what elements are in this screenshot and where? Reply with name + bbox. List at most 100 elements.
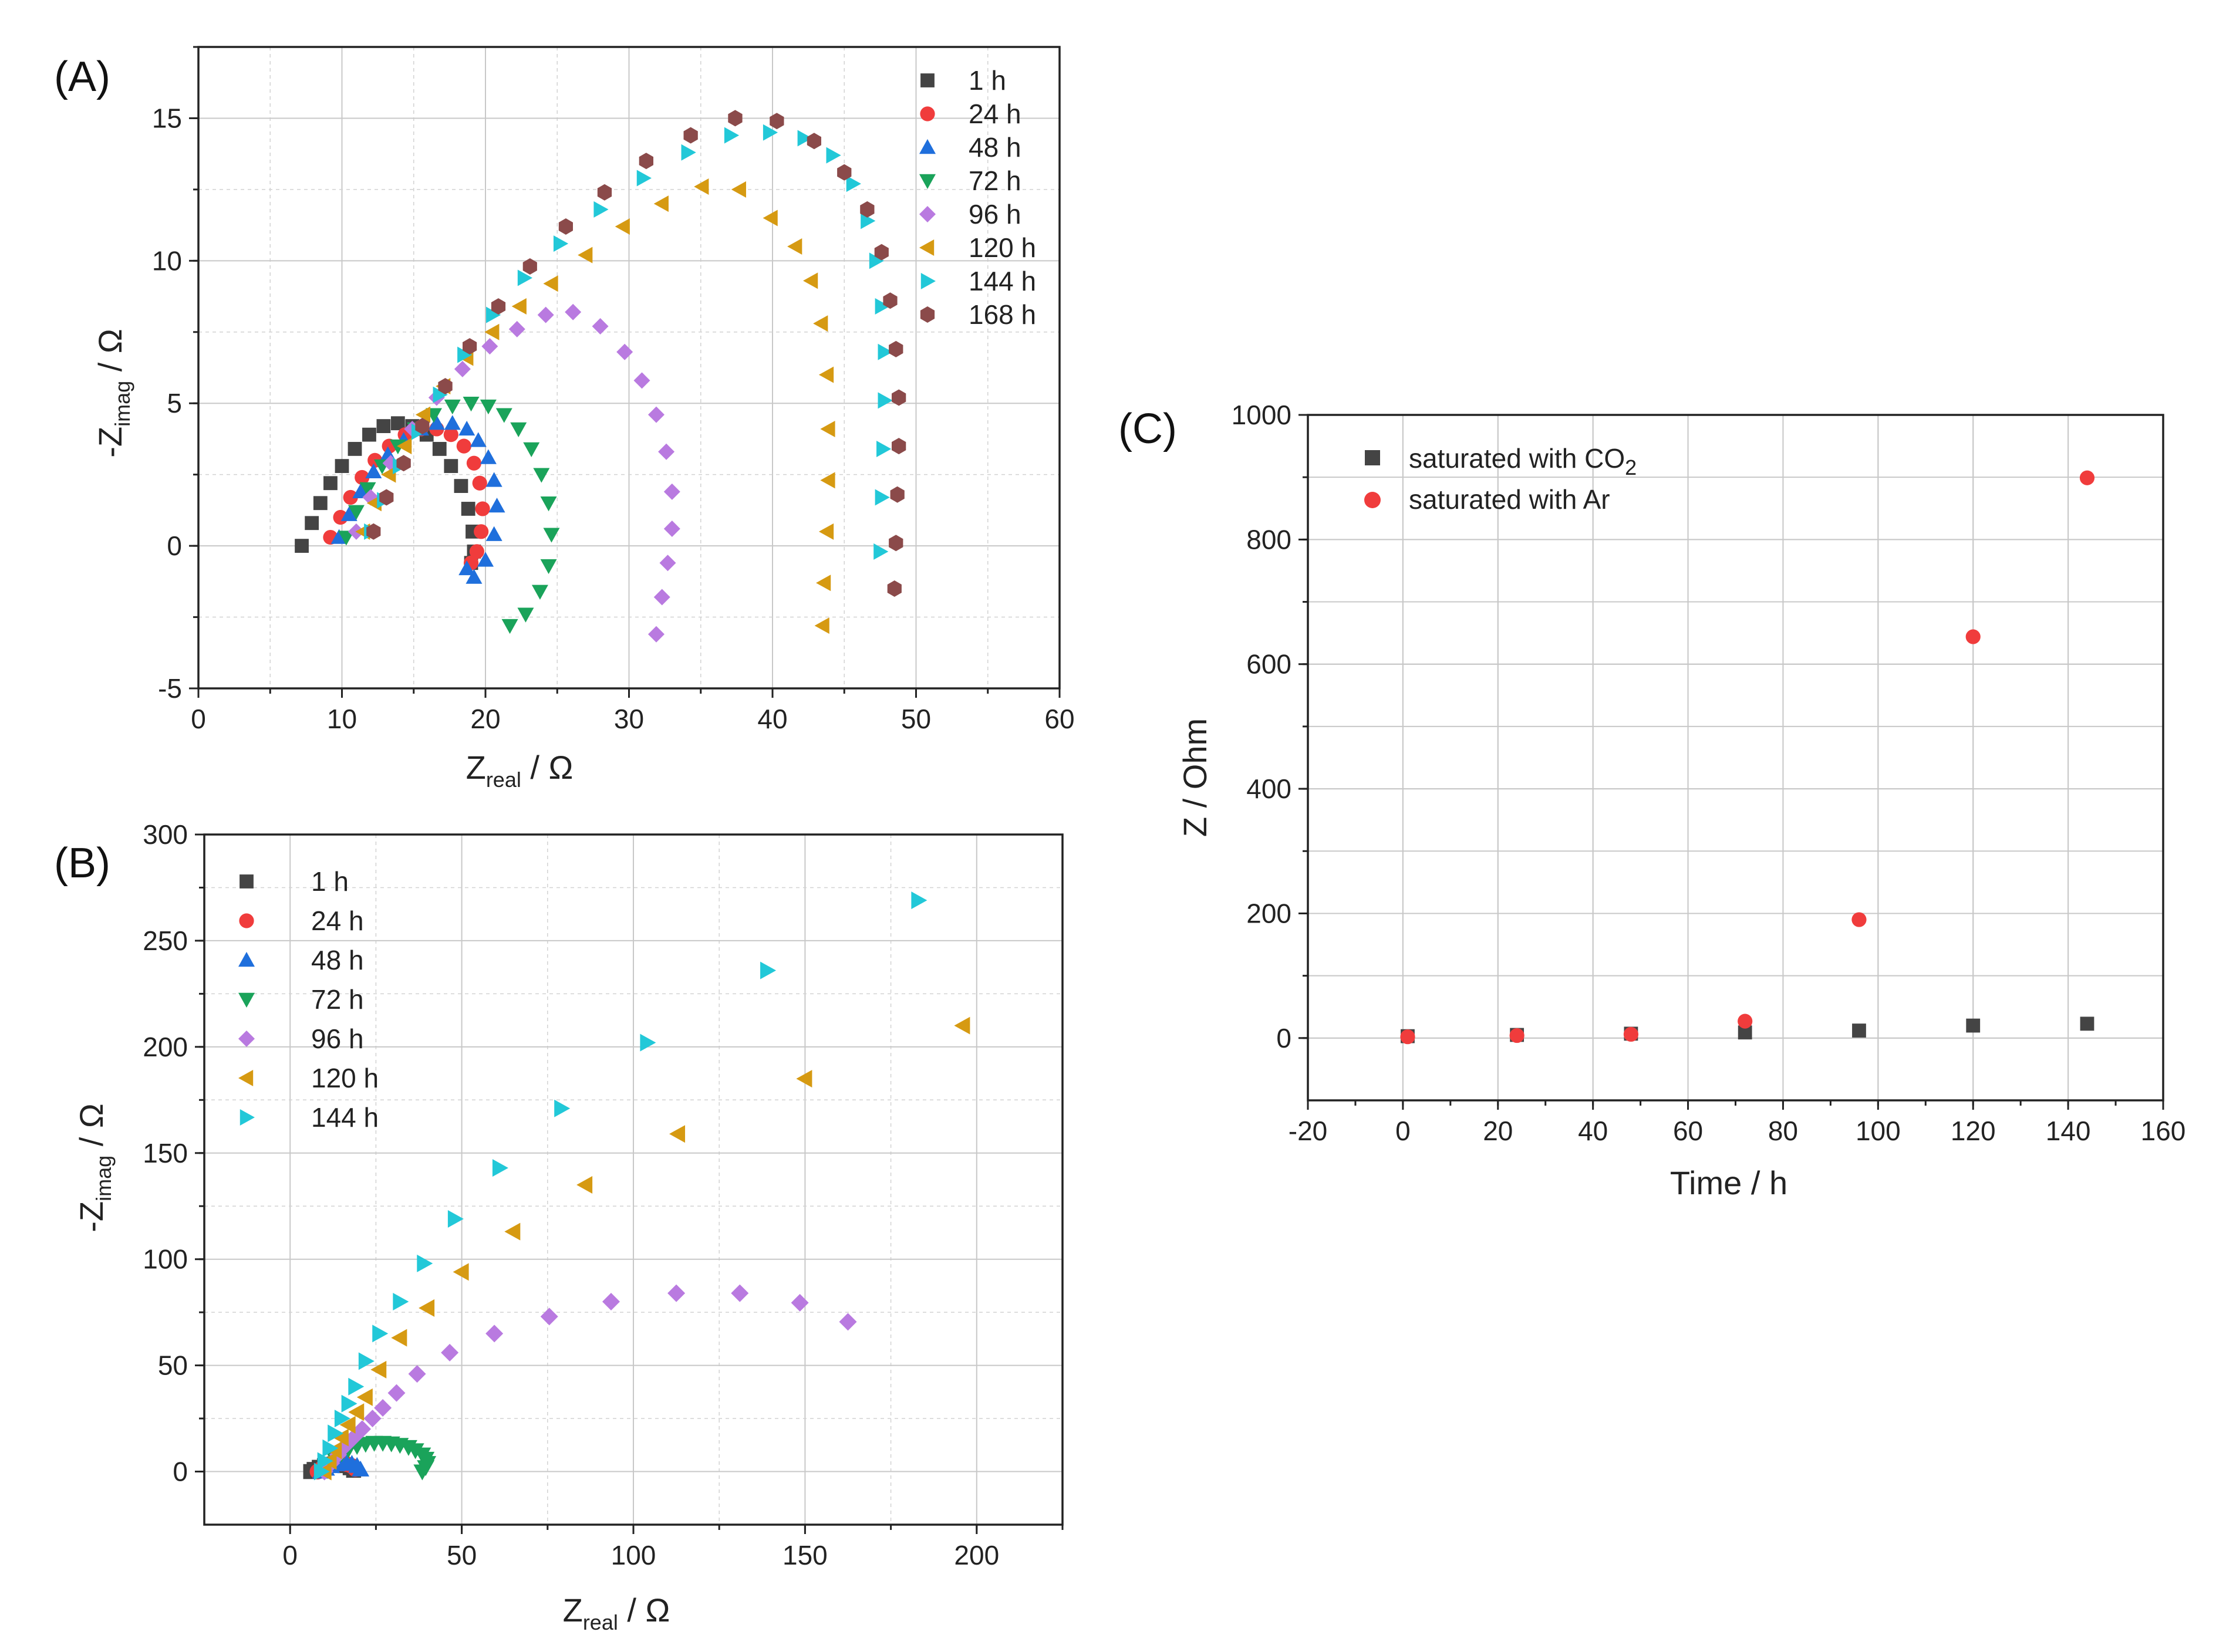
x-tick-label: 160 [2141,1116,2186,1146]
x-tick-label: 100 [611,1540,656,1570]
y-tick-label: 5 [167,388,182,418]
data-point [814,617,829,634]
legend-label: 48 h [969,132,1021,163]
data-point [647,626,665,643]
panel-label-c: (C) [1118,406,1177,452]
data-point [454,360,471,377]
legend-label: 1 h [969,65,1006,96]
x-tick-label: 40 [757,704,787,734]
data-point [338,531,355,546]
x-tick-label: 100 [1856,1116,1901,1146]
data-point [820,420,835,437]
data-point [860,201,875,218]
data-point [510,422,527,437]
data-point [474,524,489,539]
data-point [770,113,784,130]
data-point [543,275,558,292]
data-point [791,1293,809,1312]
plot-frame-c [1307,414,2164,1102]
data-point [593,201,609,218]
data-point [839,1313,857,1331]
data-point [366,523,381,540]
data-point [954,1016,970,1035]
data-point [889,535,903,552]
data-point [323,476,338,491]
data-point [517,269,533,286]
data-point [1509,1028,1524,1043]
data-point [466,569,483,584]
data-point [485,472,502,487]
x-tick-label: 80 [1768,1116,1798,1146]
x-tick-label: 40 [1578,1116,1608,1146]
data-point [796,1070,812,1088]
data-point [363,1410,382,1428]
data-point [356,1388,373,1406]
legend-label: 168 h [969,299,1036,330]
y-tick-label: 50 [158,1350,188,1381]
data-point [365,463,382,479]
legend-c: saturated with CO2 saturated with Ar [1364,443,1637,515]
data-point [443,427,458,442]
data-point [485,526,502,541]
data-point [1400,1029,1415,1045]
data-point [2080,1016,2094,1031]
legend-marker [920,106,935,121]
data-point [390,416,405,431]
xlabel-a: Zreal / Ω [466,749,574,792]
xlabel-b: Zreal / Ω [563,1592,670,1634]
data-point [681,144,696,161]
series-144-h [313,891,927,1481]
data-point [458,420,475,436]
data-point [543,528,560,543]
data-point [797,130,812,147]
legend-label: 1 h [311,866,349,897]
data-point [339,1415,356,1434]
data-point [370,1360,387,1379]
data-point [353,1420,372,1438]
data-point [491,298,506,315]
data-point [444,415,461,430]
legend-marker [238,952,255,967]
panel-label-b: (B) [54,840,110,887]
data-point [565,303,582,320]
data-point [463,397,480,412]
legend-label: 144 h [969,266,1036,296]
data-point [470,432,487,447]
data-point [875,298,890,315]
data-point [533,468,550,483]
data-point [332,1428,349,1447]
series-168-h [366,110,906,597]
series-96-h [315,1284,857,1481]
data-point [408,1365,426,1383]
x-tick-label: 140 [2046,1116,2091,1146]
data-point [486,306,501,323]
data-point [807,133,821,150]
x-tick-label: 30 [614,704,644,734]
data-point [477,552,494,567]
data-point [441,1343,459,1362]
data-point [348,442,362,456]
x-tick-label: 0 [191,704,206,734]
data-point [480,399,497,415]
data-point [313,496,328,511]
legend-marker [239,913,254,928]
x-tick-label: 150 [782,1540,828,1570]
legend-marker [919,139,936,154]
data-point [522,258,537,275]
data-point [334,1410,350,1428]
data-point [540,1308,558,1326]
data-point [540,559,557,575]
legend-label: 48 h [311,945,364,975]
grid-a [198,46,1060,689]
data-point [432,442,447,456]
data-point [391,1329,407,1347]
data-point [322,1439,339,1457]
data-point [892,438,906,455]
data-point [540,496,557,512]
data-point [639,153,653,170]
data-point [889,340,903,357]
series-48-h [330,415,505,584]
data-point [438,378,453,395]
data-point [475,501,490,516]
data-point [602,1293,620,1311]
